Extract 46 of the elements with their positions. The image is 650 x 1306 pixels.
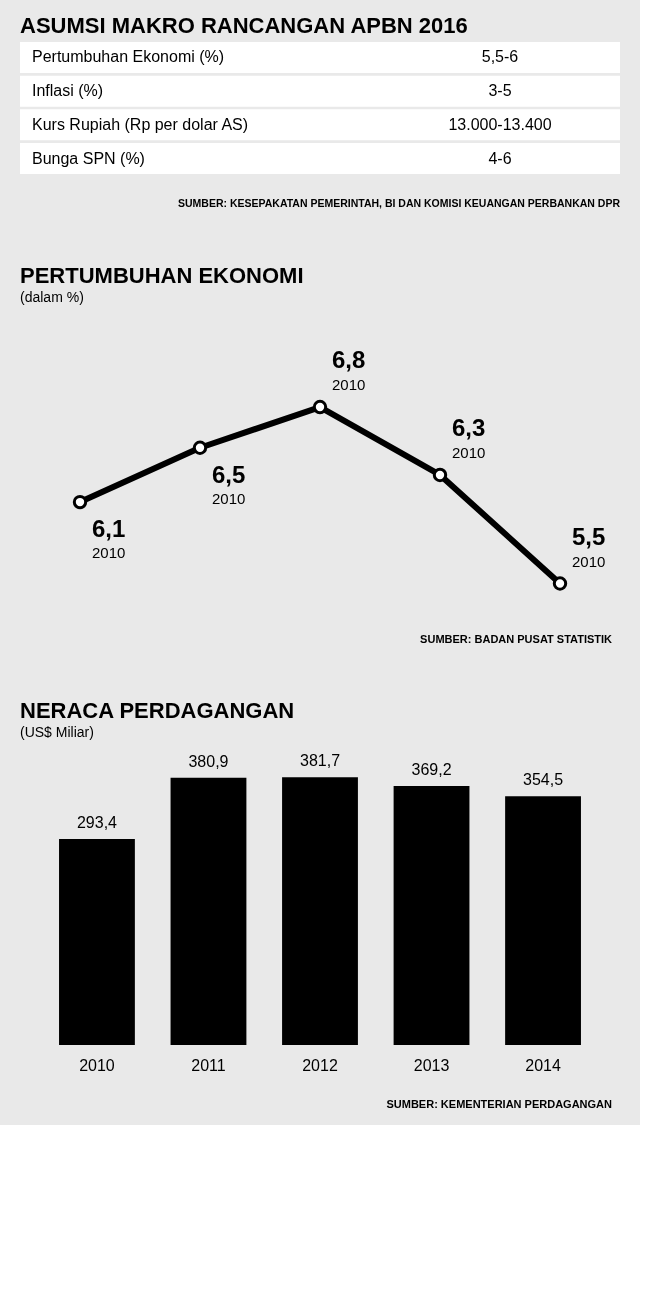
x-tick-label: 2010 [212, 489, 246, 507]
data-label: 6,5 [212, 460, 246, 488]
text: 5,5-6 [481, 48, 519, 66]
bar [282, 777, 358, 1045]
bar [170, 777, 247, 1045]
point [192, 440, 208, 455]
point [312, 399, 328, 415]
x-tick-label: 2010 [79, 1056, 115, 1074]
text: SUMBER: KEMENTERIAN PERDAGANGAN [386, 1098, 613, 1110]
bar [59, 839, 135, 1045]
data-label: 6,1 [92, 515, 126, 543]
x-tick-label: 2010 [572, 552, 606, 570]
x-tick-label: 2010 [332, 376, 366, 394]
point [72, 494, 88, 510]
chart-title: PERTUMBUHAN EKONOMI [20, 263, 304, 288]
chart-title: NERACA PERDAGANGAN [20, 698, 295, 723]
text: ASUMSI MAKRO RANCANGAN APBN 2016 [20, 13, 468, 38]
text: Bunga SPN (%) [32, 149, 145, 167]
text: 3-5 [488, 82, 512, 100]
text: Inflasi (%) [32, 82, 104, 100]
data-label: 6,3 [452, 413, 486, 441]
bar [393, 785, 470, 1045]
data-label: 5,5 [572, 522, 606, 550]
data-label: 354,5 [523, 771, 564, 789]
bar [505, 796, 581, 1045]
text: Pertumbuhan Ekonomi (%) [32, 48, 225, 66]
x-tick-label: 2010 [92, 544, 126, 562]
x-tick-label: 2013 [413, 1056, 450, 1074]
point [432, 467, 448, 483]
x-tick-label: 2012 [302, 1056, 338, 1074]
text: Kurs Rupiah (Rp per dolar AS) [32, 115, 249, 133]
data-label: 381,7 [299, 752, 341, 770]
data-label: 369,2 [411, 760, 452, 778]
data-label: 293,4 [76, 814, 118, 832]
text: SUMBER: BADAN PUSAT STATISTIK [420, 633, 613, 645]
x-tick-label: 2014 [525, 1056, 561, 1074]
text: SUMBER: KESEPAKATAN PEMERINTAH, BI DAN KOMISI KEUANGAN PERBANKAN DPR [178, 197, 621, 209]
text: 13.000-13.400 [448, 115, 552, 133]
x-tick-label: 2010 [452, 443, 486, 461]
chart-subtitle: (dalam %) [20, 289, 84, 305]
data-label: 6,8 [332, 346, 366, 374]
data-label: 380,9 [188, 752, 229, 770]
chart-subtitle: (US$ Miliar) [20, 724, 94, 740]
point [552, 576, 568, 591]
text: 4-6 [488, 149, 512, 167]
x-tick-label: 2011 [191, 1056, 226, 1074]
